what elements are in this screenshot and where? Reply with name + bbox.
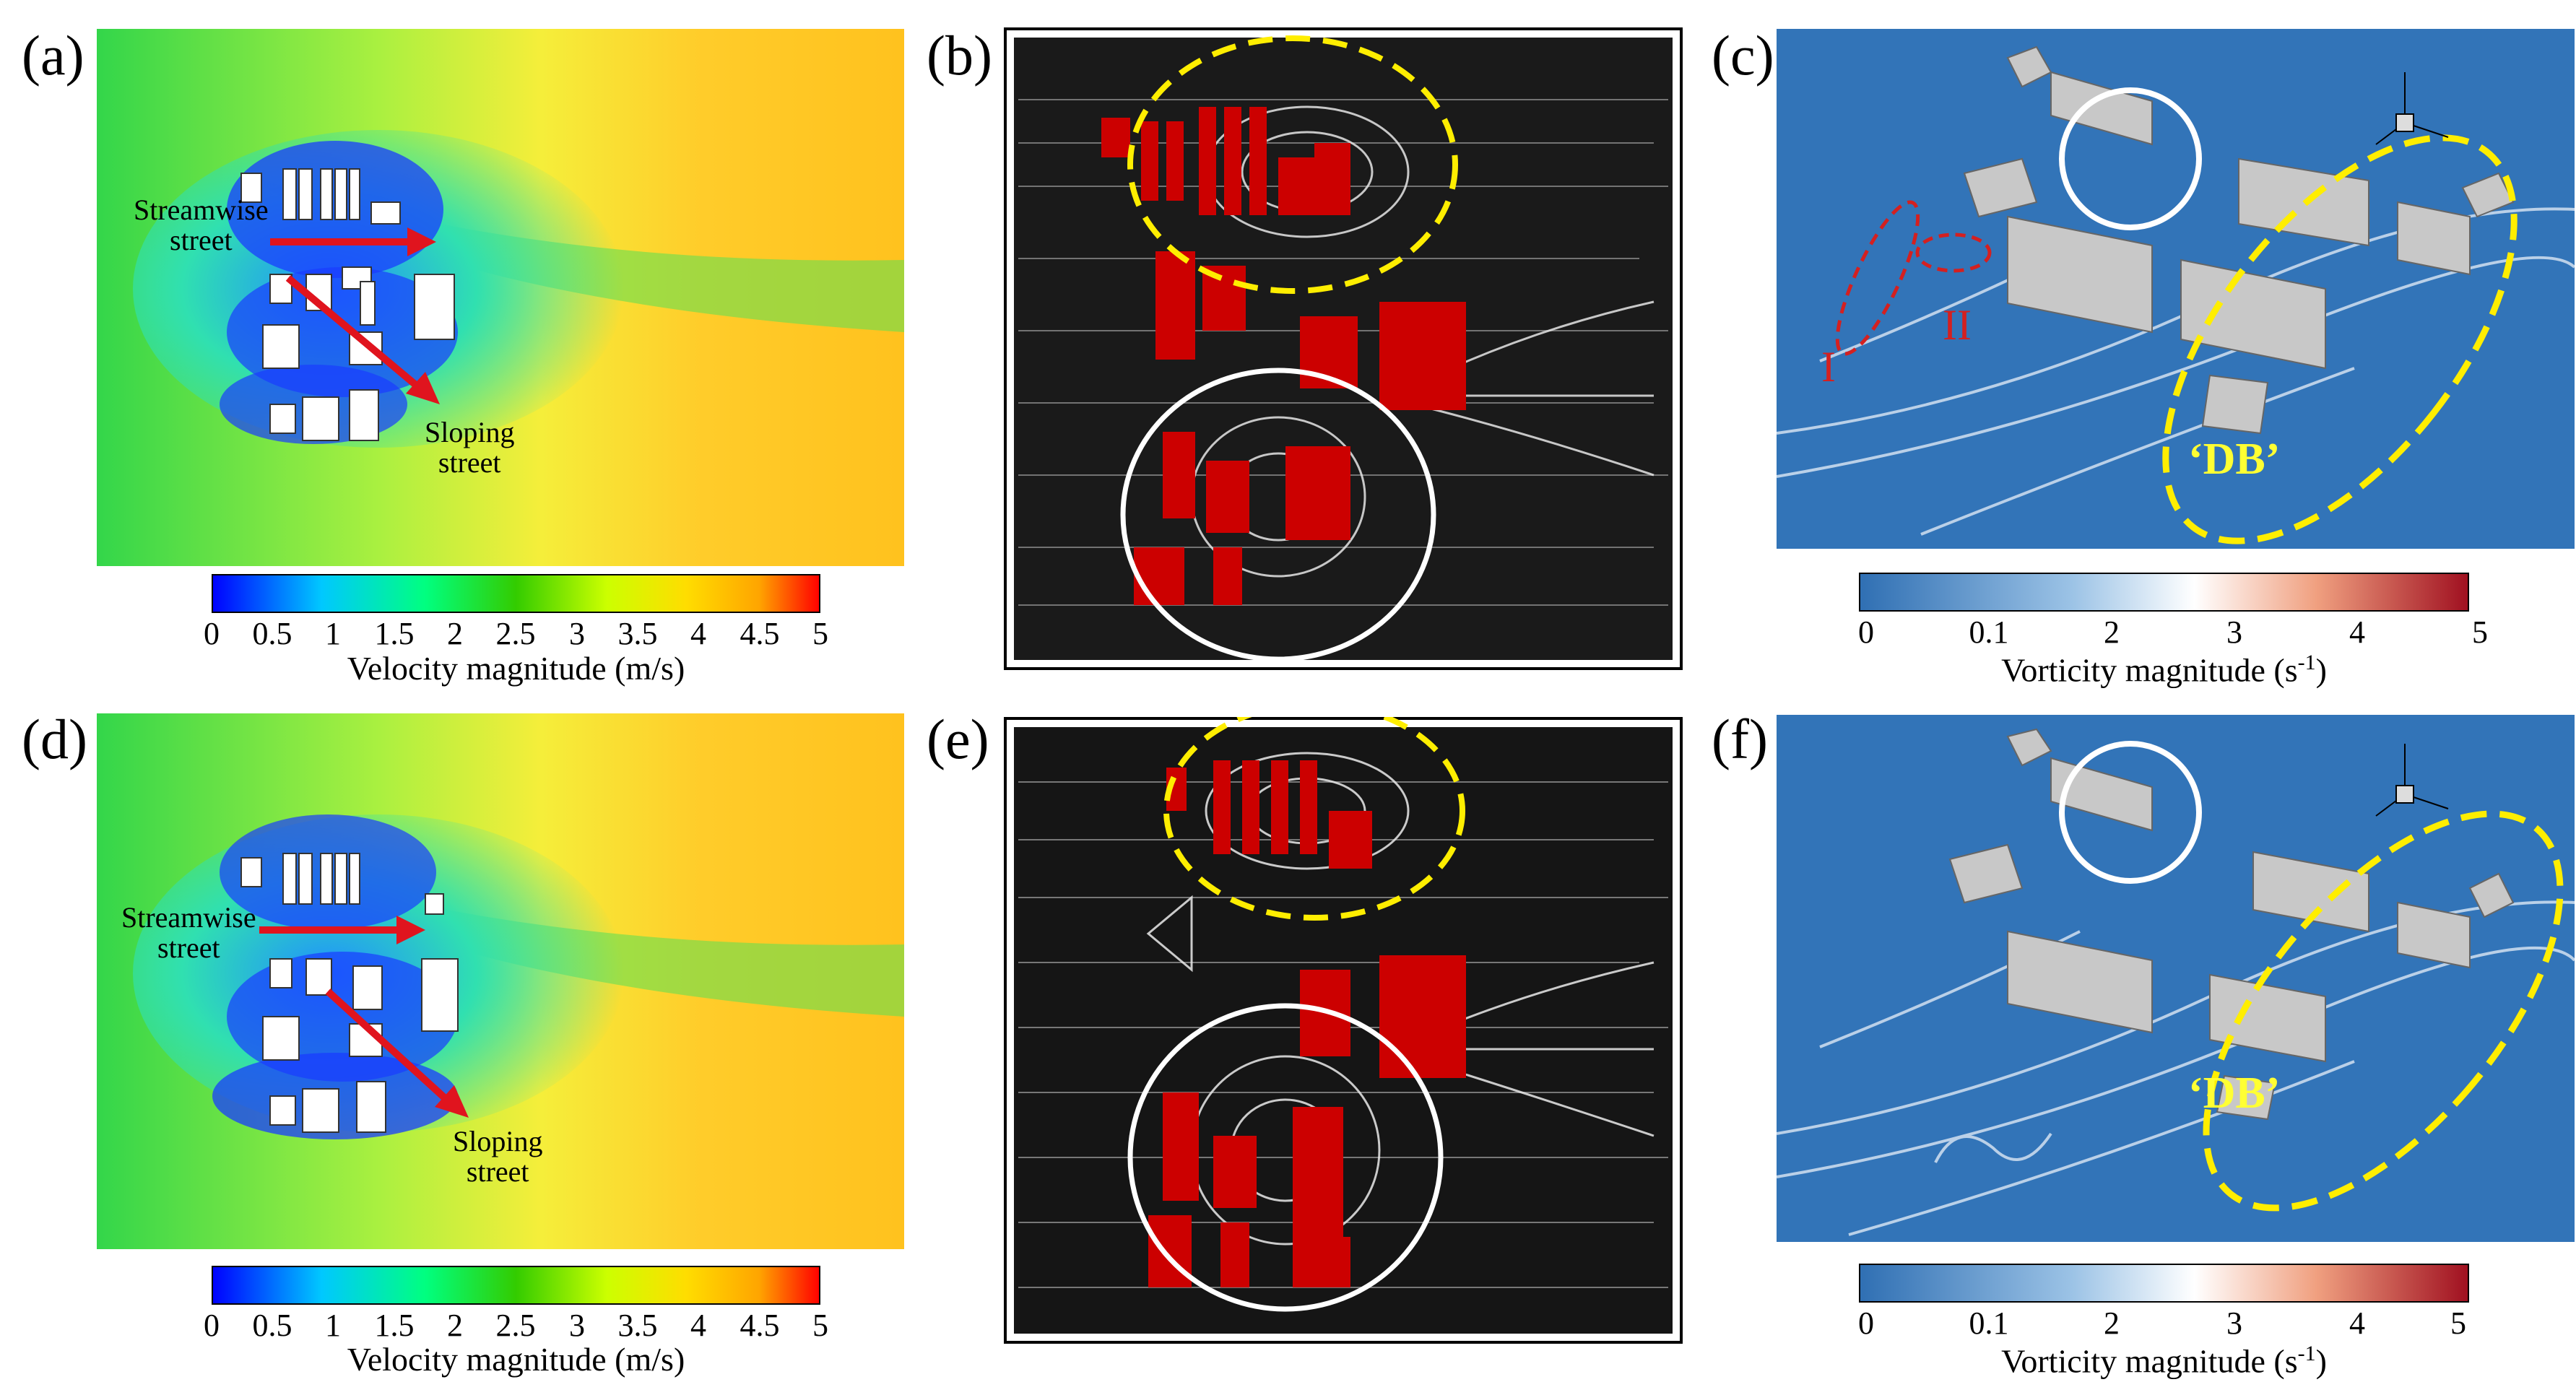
velocity-colorbar-bottom xyxy=(212,1266,820,1305)
streamwise-street-label-a: Streamwise street xyxy=(134,194,269,256)
panel-label-f: (f) xyxy=(1712,708,1768,770)
sloping-street-label-a: Sloping street xyxy=(425,416,515,479)
velocity-colorbar-top xyxy=(212,574,820,613)
db-label-f: ‘DB’ xyxy=(2188,1069,2281,1118)
panel-label-b: (b) xyxy=(927,24,992,87)
velocity-colorbar-ticks-bottom: 0 0.5 1 1.5 2 2.5 3 3.5 4 4.5 5 xyxy=(204,1308,828,1343)
velocity-contour-d xyxy=(97,713,904,1249)
streamline-plot-e xyxy=(1004,717,1683,1344)
panel-label-d: (d) xyxy=(22,708,87,770)
vorticity-3d-c xyxy=(1777,29,2575,549)
vorticity-colorbar-bottom xyxy=(1859,1264,2469,1303)
region-i-label-c: I xyxy=(1821,343,1836,391)
panel-label-e: (e) xyxy=(927,708,989,770)
velocity-colorbar-title-top: Velocity magnitude (m/s) xyxy=(347,650,685,687)
velocity-contour-a xyxy=(97,29,904,566)
streamline-plot-b xyxy=(1004,27,1683,670)
vorticity-colorbar-ticks-top: 0 0.1 2 3 4 5 xyxy=(1858,614,2488,650)
db-label-c: ‘DB’ xyxy=(2188,435,2281,484)
velocity-colorbar-title-bottom: Velocity magnitude (m/s) xyxy=(347,1341,685,1378)
vorticity-colorbar-title-bottom: Vorticity magnitude (s-1) xyxy=(2001,1342,2327,1380)
vorticity-3d-f xyxy=(1777,715,2575,1242)
region-ii-label-c: II xyxy=(1943,301,1972,349)
panel-label-a: (a) xyxy=(22,24,84,87)
vorticity-colorbar-top xyxy=(1859,573,2469,612)
sloping-street-label-d: Sloping street xyxy=(453,1125,543,1188)
vorticity-colorbar-title-top: Vorticity magnitude (s-1) xyxy=(2001,651,2327,689)
panel-label-c: (c) xyxy=(1712,24,1774,87)
streamwise-street-label-d: Streamwise street xyxy=(121,901,256,964)
velocity-colorbar-ticks-top: 0 0.5 1 1.5 2 2.5 3 3.5 4 4.5 5 xyxy=(204,616,828,651)
vorticity-colorbar-ticks-bottom: 0 0.1 2 3 4 5 xyxy=(1858,1305,2466,1341)
